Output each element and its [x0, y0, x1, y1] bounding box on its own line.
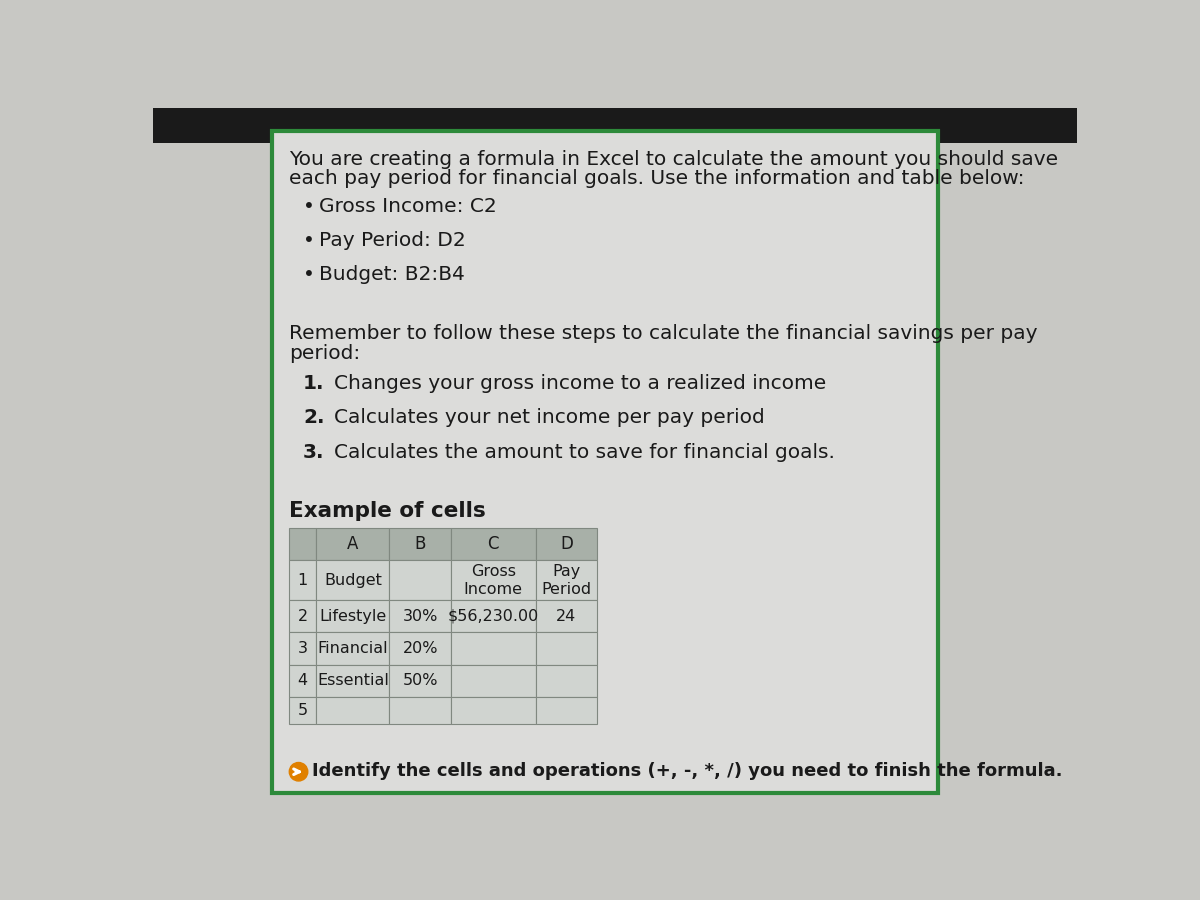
Bar	[535, 633, 598, 665]
Bar	[317, 697, 389, 724]
Text: Budget: Budget	[324, 572, 382, 588]
Text: A: A	[347, 535, 359, 553]
Bar	[289, 560, 317, 600]
Bar	[389, 633, 451, 665]
Text: D: D	[560, 535, 572, 553]
Text: 1: 1	[298, 572, 308, 588]
Circle shape	[289, 762, 307, 781]
Text: each pay period for financial goals. Use the information and table below:: each pay period for financial goals. Use…	[289, 169, 1025, 188]
Text: Essential: Essential	[317, 673, 389, 689]
Bar	[451, 600, 535, 633]
Bar	[317, 527, 389, 560]
Text: Remember to follow these steps to calculate the financial savings per pay: Remember to follow these steps to calcul…	[289, 324, 1038, 343]
Text: 2.: 2.	[304, 409, 325, 428]
Text: Calculates your net income per pay period: Calculates your net income per pay perio…	[334, 409, 764, 428]
Bar	[451, 560, 535, 600]
Bar	[451, 697, 535, 724]
Text: Budget: B2:B4: Budget: B2:B4	[318, 266, 464, 284]
Bar	[289, 665, 317, 697]
Bar	[289, 600, 317, 633]
Text: You are creating a formula in Excel to calculate the amount you should save: You are creating a formula in Excel to c…	[289, 150, 1058, 169]
Bar	[535, 600, 598, 633]
Text: Pay
Period: Pay Period	[541, 563, 592, 597]
Bar	[317, 600, 389, 633]
Text: •: •	[304, 231, 316, 250]
Text: Gross Income: C2: Gross Income: C2	[318, 197, 497, 216]
Text: 24: 24	[557, 608, 577, 624]
Bar	[389, 665, 451, 697]
Bar	[389, 527, 451, 560]
Text: •: •	[304, 266, 316, 284]
Text: Gross
Income: Gross Income	[464, 563, 523, 597]
Text: period:: period:	[289, 344, 360, 363]
Bar	[389, 697, 451, 724]
Text: Pay Period: D2: Pay Period: D2	[318, 231, 466, 250]
Bar	[451, 633, 535, 665]
Bar	[535, 560, 598, 600]
Bar	[154, 108, 1078, 142]
Text: 50%: 50%	[402, 673, 438, 689]
Bar	[317, 633, 389, 665]
Bar	[272, 131, 938, 793]
Text: Identify the cells and operations (+, -, *, /) you need to finish the formula.: Identify the cells and operations (+, -,…	[312, 762, 1063, 780]
Text: $56,230.00: $56,230.00	[448, 608, 539, 624]
Bar	[389, 600, 451, 633]
Text: 2: 2	[298, 608, 308, 624]
Text: 3.: 3.	[304, 443, 325, 462]
Bar	[317, 560, 389, 600]
Text: Example of cells: Example of cells	[289, 500, 486, 521]
Bar	[451, 665, 535, 697]
Bar	[535, 665, 598, 697]
Bar	[535, 527, 598, 560]
Text: B: B	[414, 535, 426, 553]
Text: 1.: 1.	[304, 374, 325, 392]
Text: •: •	[304, 197, 316, 216]
Text: C: C	[487, 535, 499, 553]
Text: 20%: 20%	[402, 641, 438, 656]
Bar	[535, 697, 598, 724]
Text: 4: 4	[298, 673, 308, 689]
Text: Changes your gross income to a realized income: Changes your gross income to a realized …	[334, 374, 827, 392]
Text: Lifestyle: Lifestyle	[319, 608, 386, 624]
Text: 30%: 30%	[402, 608, 438, 624]
Bar	[317, 665, 389, 697]
Text: Calculates the amount to save for financial goals.: Calculates the amount to save for financ…	[334, 443, 835, 462]
Bar	[289, 697, 317, 724]
Bar	[289, 527, 317, 560]
Bar	[451, 527, 535, 560]
Bar	[389, 560, 451, 600]
Bar	[289, 633, 317, 665]
Text: 3: 3	[298, 641, 307, 656]
Text: Financial: Financial	[318, 641, 388, 656]
Text: 5: 5	[298, 703, 308, 718]
